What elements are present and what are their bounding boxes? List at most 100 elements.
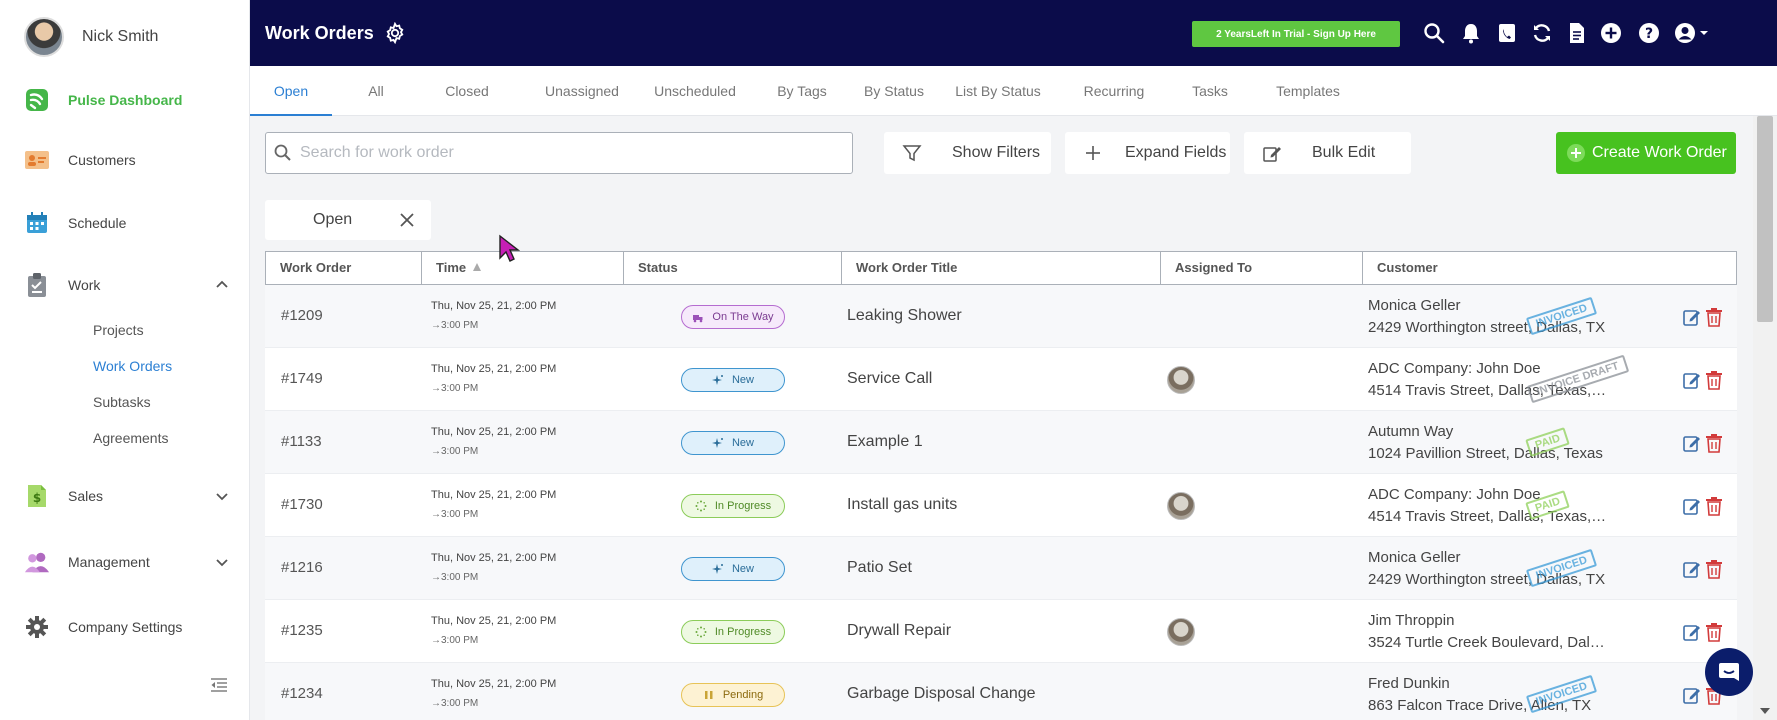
phone-book-icon[interactable] <box>1496 22 1518 44</box>
work-order-title[interactable]: Garbage Disposal Change <box>847 685 1036 702</box>
assignee-avatar[interactable] <box>1167 366 1195 394</box>
chat-support-button[interactable] <box>1705 648 1753 696</box>
column-header-status[interactable]: Status <box>624 252 842 284</box>
sidebar-item-schedule[interactable]: Schedule <box>0 203 250 243</box>
chevron-down-icon[interactable] <box>214 488 230 504</box>
expand-fields-button[interactable]: Expand Fields <box>1065 132 1230 174</box>
close-icon[interactable] <box>399 212 415 228</box>
add-circle-icon[interactable] <box>1600 22 1622 44</box>
work-order-title[interactable]: Patio Set <box>847 559 912 576</box>
edit-icon[interactable] <box>1682 559 1702 579</box>
chevron-up-icon[interactable] <box>214 277 230 293</box>
tab-open[interactable]: Open <box>250 66 332 116</box>
delete-icon[interactable] <box>1705 496 1723 516</box>
scrollbar-thumb[interactable] <box>1757 116 1773 322</box>
column-header-time[interactable]: Time <box>422 252 624 284</box>
work-order-title[interactable]: Install gas units <box>847 496 958 513</box>
table-row[interactable]: #1209 Thu, Nov 25, 21, 2:00 PM →3:00 PM On … <box>265 285 1737 348</box>
work-order-title[interactable]: Example 1 <box>847 433 923 450</box>
customer-name[interactable]: Jim Throppin <box>1368 612 1455 629</box>
work-order-number[interactable]: #1235 <box>281 622 323 639</box>
create-work-order-button[interactable]: Create Work Order <box>1556 132 1736 174</box>
work-order-number[interactable]: #1730 <box>281 496 323 513</box>
customer-name[interactable]: ADC Company: John Doe <box>1368 486 1541 503</box>
customer-name[interactable]: Monica Geller <box>1368 297 1461 314</box>
delete-icon[interactable] <box>1705 433 1723 453</box>
column-header-work-order-title[interactable]: Work Order Title <box>842 252 1161 284</box>
edit-icon[interactable] <box>1682 433 1702 453</box>
status-badge[interactable]: New <box>681 431 785 455</box>
status-badge[interactable]: On The Way <box>681 305 785 329</box>
help-icon[interactable]: ? <box>1638 22 1660 44</box>
edit-icon[interactable] <box>1682 370 1702 390</box>
delete-icon[interactable] <box>1705 622 1723 642</box>
table-row[interactable]: #1235 Thu, Nov 25, 21, 2:00 PM →3:00 PM In … <box>265 600 1737 663</box>
work-order-number[interactable]: #1216 <box>281 559 323 576</box>
settings-gear-icon[interactable] <box>384 22 406 44</box>
tab-unscheduled[interactable]: Unscheduled <box>654 83 736 99</box>
column-header-assigned-to[interactable]: Assigned To <box>1161 252 1363 284</box>
avatar[interactable] <box>24 17 64 57</box>
status-badge[interactable]: New <box>681 557 785 581</box>
delete-icon[interactable] <box>1705 307 1723 327</box>
work-order-title[interactable]: Service Call <box>847 370 933 387</box>
tab-all[interactable]: All <box>368 83 384 99</box>
tab-list-by-status[interactable]: List By Status <box>955 83 1041 99</box>
search-input[interactable] <box>300 144 840 162</box>
sidebar-item-work[interactable]: Work <box>0 265 250 305</box>
bulk-edit-button[interactable]: Bulk Edit <box>1244 132 1411 174</box>
assignee-avatar[interactable] <box>1167 618 1195 646</box>
bell-icon[interactable] <box>1460 22 1482 44</box>
scrollbar[interactable] <box>1753 116 1777 720</box>
sidebar-item-management[interactable]: Management <box>0 542 250 582</box>
work-order-number[interactable]: #1209 <box>281 307 323 324</box>
work-order-title[interactable]: Drywall Repair <box>847 622 952 639</box>
work-order-number[interactable]: #1234 <box>281 685 323 702</box>
customer-name[interactable]: Monica Geller <box>1368 549 1461 566</box>
trial-signup-button[interactable]: 2 YearsLeft In Trial - Sign Up Here <box>1192 21 1400 47</box>
sidebar-item-sales[interactable]: $ Sales <box>0 476 250 516</box>
tab-by-status[interactable]: By Status <box>864 83 924 99</box>
sidebar-subitem-projects[interactable]: Projects <box>93 322 144 338</box>
edit-icon[interactable] <box>1682 496 1702 516</box>
customer-name[interactable]: Fred Dunkin <box>1368 675 1450 692</box>
scroll-down-arrow-icon[interactable] <box>1759 706 1771 716</box>
sidebar-subitem-work-orders[interactable]: Work Orders <box>93 358 173 374</box>
status-badge[interactable]: New <box>681 368 785 392</box>
status-badge[interactable]: In Progress <box>681 620 785 644</box>
table-row[interactable]: #1216 Thu, Nov 25, 21, 2:00 PM →3:00 PM New… <box>265 537 1737 600</box>
delete-icon[interactable] <box>1705 559 1723 579</box>
column-header-work-order[interactable]: Work Order <box>266 252 422 284</box>
sidebar-item-pulse-dashboard[interactable]: Pulse Dashboard <box>0 80 250 120</box>
account-menu-icon[interactable] <box>1674 22 1710 44</box>
sidebar-item-customers[interactable]: Customers <box>0 140 250 180</box>
document-icon[interactable] <box>1566 22 1588 44</box>
edit-icon[interactable] <box>1682 307 1702 327</box>
table-row[interactable]: #1730 Thu, Nov 25, 21, 2:00 PM →3:00 PM In … <box>265 474 1737 537</box>
sidebar-subitem-subtasks[interactable]: Subtasks <box>93 394 151 410</box>
status-badge[interactable]: Pending <box>681 683 785 707</box>
work-order-number[interactable]: #1749 <box>281 370 323 387</box>
table-row[interactable]: #1133 Thu, Nov 25, 21, 2:00 PM →3:00 PM New… <box>265 411 1737 474</box>
column-header-customer[interactable]: Customer <box>1363 252 1736 284</box>
tab-by-tags[interactable]: By Tags <box>777 83 827 99</box>
assignee-avatar[interactable] <box>1167 492 1195 520</box>
search-icon[interactable] <box>1423 22 1445 44</box>
table-row[interactable]: #1234 Thu, Nov 25, 21, 2:00 PM →3:00 PM Pen… <box>265 663 1737 720</box>
table-row[interactable]: #1749 Thu, Nov 25, 21, 2:00 PM →3:00 PM New… <box>265 348 1737 411</box>
delete-icon[interactable] <box>1705 370 1723 390</box>
sync-icon[interactable] <box>1531 22 1553 44</box>
chevron-down-icon[interactable] <box>214 554 230 570</box>
tab-templates[interactable]: Templates <box>1276 83 1340 99</box>
work-order-number[interactable]: #1133 <box>281 433 322 450</box>
tab-unassigned[interactable]: Unassigned <box>545 83 619 99</box>
status-badge[interactable]: In Progress <box>681 494 785 518</box>
edit-icon[interactable] <box>1682 685 1702 705</box>
customer-name[interactable]: Autumn Way <box>1368 423 1454 440</box>
tab-tasks[interactable]: Tasks <box>1192 83 1228 99</box>
sidebar-subitem-agreements[interactable]: Agreements <box>93 430 169 446</box>
user-profile[interactable]: Nick Smith <box>24 16 158 58</box>
tab-closed[interactable]: Closed <box>445 83 489 99</box>
customer-name[interactable]: ADC Company: John Doe <box>1368 360 1541 377</box>
tab-recurring[interactable]: Recurring <box>1083 83 1145 99</box>
